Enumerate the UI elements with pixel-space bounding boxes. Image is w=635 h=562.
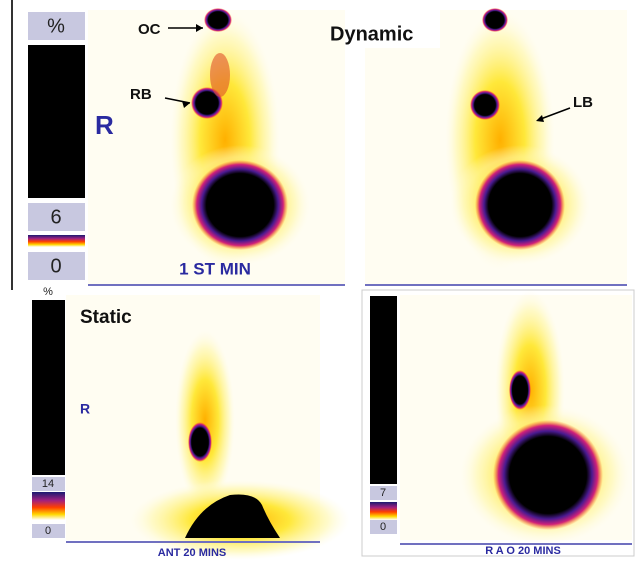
frame xyxy=(361,289,635,557)
scan xyxy=(445,8,590,270)
scale-box xyxy=(28,203,85,231)
scale-bar xyxy=(370,296,397,484)
scan xyxy=(170,8,310,270)
color-bar xyxy=(32,492,65,520)
label-oc: OC xyxy=(138,21,161,38)
scale-header: % xyxy=(43,286,53,298)
scale-min: 0 xyxy=(50,255,61,277)
scale-bar xyxy=(32,300,65,475)
scale-min: 0 xyxy=(45,525,51,537)
scale-box xyxy=(370,520,397,534)
color-bar xyxy=(28,235,85,247)
scan xyxy=(130,330,350,560)
scale-max: 14 xyxy=(42,478,54,490)
caption: ANT 20 MINS xyxy=(158,547,226,559)
scale-box xyxy=(32,477,65,491)
arrow xyxy=(537,107,571,121)
scale-box xyxy=(28,252,85,280)
side-label: R xyxy=(80,401,90,417)
title: Dynamic xyxy=(330,23,413,45)
label-rb: RB xyxy=(130,86,152,103)
scale-box xyxy=(370,486,397,500)
scale-box xyxy=(28,12,85,40)
scale-min: 0 xyxy=(380,521,386,533)
arrow-head xyxy=(536,115,544,122)
caption: 1 ST MIN xyxy=(179,259,251,278)
label-lb: LB xyxy=(573,94,593,111)
scale-max: 6 xyxy=(50,206,61,228)
arrow-head xyxy=(196,24,203,32)
scan xyxy=(460,290,630,545)
scale-max: 7 xyxy=(380,487,386,499)
side-label: R xyxy=(95,110,114,140)
scale-bar xyxy=(28,45,85,198)
caption: R A O 20 MINS xyxy=(485,545,561,557)
scale-box xyxy=(32,524,65,538)
arrow-head xyxy=(182,101,190,108)
title: Static xyxy=(80,307,132,328)
scale-header: % xyxy=(47,15,65,37)
color-bar xyxy=(370,502,397,520)
